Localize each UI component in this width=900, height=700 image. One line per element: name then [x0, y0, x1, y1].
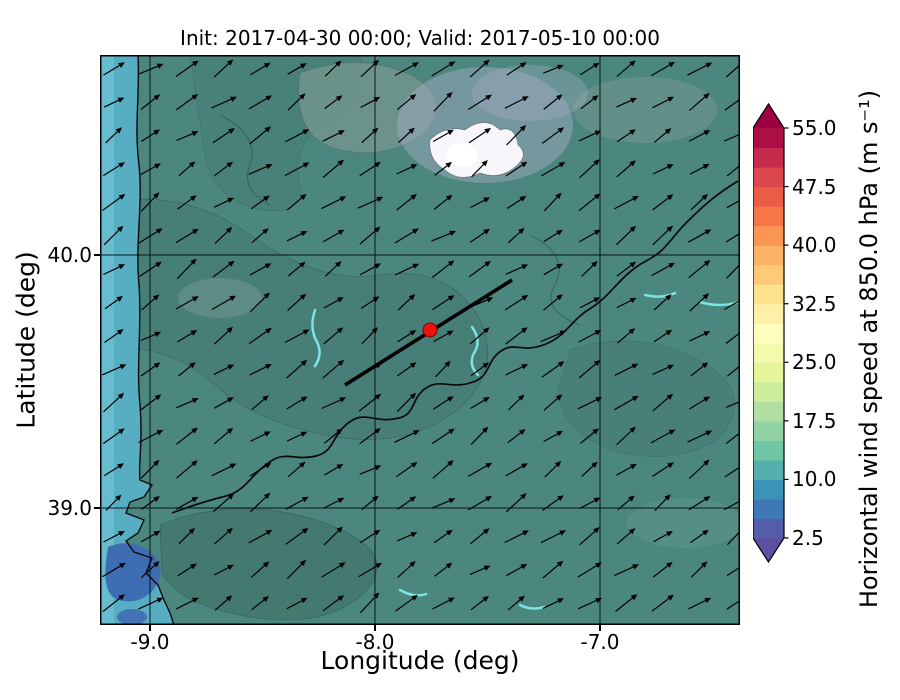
colorbar-segment: [753, 186, 784, 207]
quiver-shafts: [101, 62, 745, 614]
colorbar-segment: [753, 401, 784, 422]
contour-region: [178, 278, 262, 318]
colorbar-segment: [753, 303, 784, 324]
colorbar-label: Horizontal wind speed at 850.0 hPa (m s⁻…: [855, 89, 883, 609]
contour-line: [529, 234, 581, 326]
cyan-streams: [311, 291, 740, 610]
red-location-marker: [422, 322, 438, 338]
boundary-line: [171, 180, 739, 514]
colorbar-tick-label: 32.5: [792, 291, 837, 316]
colorbar-segment: [753, 420, 784, 441]
x-tick-label: -7.0: [580, 630, 620, 654]
low-wind-blue-patch: [105, 543, 161, 602]
ocean-band: [100, 55, 174, 625]
colorbar-segment: [753, 245, 784, 266]
high-wind-patch: [429, 122, 524, 178]
colorbar-under-arrow: [753, 538, 784, 562]
colorbar-tick-label: 17.5: [792, 408, 837, 433]
x-tick-mark: [599, 625, 601, 631]
high-wind-core: [446, 143, 478, 167]
contour-region: [159, 508, 378, 621]
colorbar-segment: [753, 498, 784, 520]
x-tick-label: -9.0: [130, 630, 170, 654]
colorbar-segment: [753, 225, 784, 246]
plot-title: Init: 2017-04-30 00:00; Valid: 2017-05-1…: [180, 26, 660, 50]
stream: [470, 325, 480, 377]
colorbar-tick-label: 40.0: [792, 233, 837, 258]
stream: [398, 588, 428, 597]
contour-region: [627, 498, 743, 548]
colorbar-segment: [753, 440, 784, 461]
coastline: [125, 54, 175, 626]
colorbar-segment: [753, 459, 784, 481]
colorbar-segment: [753, 264, 784, 285]
map-plot-area: [99, 54, 749, 626]
x-tick-label: -8.0: [355, 630, 395, 654]
colorbar-segment: [753, 381, 784, 402]
colorbar-segment: [753, 342, 784, 363]
plot-border: [100, 55, 740, 625]
y-tick-label: 40.0: [47, 243, 92, 267]
x-tick-mark: [149, 625, 151, 631]
contour-region: [298, 62, 438, 154]
colorbar-segment: [753, 323, 784, 344]
y-tick-label: 39.0: [47, 496, 92, 520]
contour-region: [573, 77, 717, 143]
colorbar-tick-label: 2.5: [792, 526, 824, 550]
stream: [518, 603, 546, 610]
colorbar-segment: [753, 362, 784, 383]
colorbar-segment: [753, 147, 784, 168]
x-axis-label: Longitude (deg): [320, 646, 520, 675]
colorbar-segment: [753, 479, 784, 500]
colorbar-segment: [753, 518, 784, 539]
colorbar-segment: [753, 284, 784, 305]
colorbar: [752, 100, 793, 566]
colorbar-segment: [753, 128, 784, 149]
y-tick-mark: [94, 507, 100, 509]
colorbar-tick-label: 25.0: [792, 350, 837, 375]
colorbar-tick-label: 10.0: [792, 467, 837, 492]
y-axis-label: Latitude (deg): [11, 251, 41, 429]
y-tick-mark: [94, 254, 100, 256]
wind-quiver-arrows: [101, 59, 749, 614]
colorbar-svg: [752, 102, 789, 564]
colorbar-tick-label: 55.0: [792, 116, 837, 140]
colorbar-over-arrow: [753, 104, 784, 128]
colorbar-segment: [753, 206, 784, 227]
low-wind-blue-patch: [117, 609, 147, 625]
contour-region: [472, 65, 588, 121]
stream: [311, 308, 321, 368]
contour-line: [219, 114, 271, 206]
wind-speed-map: [99, 54, 749, 626]
colorbar-segment: [753, 167, 784, 188]
gridlines: [100, 55, 740, 625]
x-tick-mark: [374, 625, 376, 631]
stream: [643, 291, 677, 298]
colorbar-tick-label: 47.5: [792, 174, 837, 199]
